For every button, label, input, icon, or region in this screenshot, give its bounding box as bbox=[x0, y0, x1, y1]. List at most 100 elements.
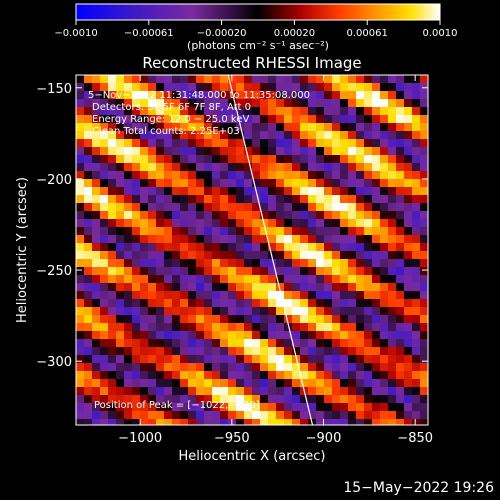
heatmap-cell bbox=[340, 347, 349, 356]
heatmap-cell bbox=[316, 235, 325, 244]
heatmap-cell bbox=[404, 115, 413, 124]
heatmap-cell bbox=[116, 83, 125, 92]
heatmap-cell bbox=[348, 195, 357, 204]
heatmap-cell bbox=[228, 235, 237, 244]
heatmap-cell bbox=[156, 299, 165, 308]
heatmap-cell bbox=[220, 227, 229, 236]
heatmap-cell bbox=[348, 379, 357, 388]
heatmap-cell bbox=[156, 115, 165, 124]
heatmap-cell bbox=[172, 179, 181, 188]
heatmap-cell bbox=[204, 163, 213, 172]
heatmap-cell bbox=[340, 251, 349, 260]
heatmap-cell bbox=[420, 387, 428, 396]
heatmap-cell bbox=[212, 363, 221, 372]
heatmap-cell bbox=[380, 363, 389, 372]
heatmap-cell bbox=[132, 155, 141, 164]
heatmap-cell bbox=[116, 203, 125, 212]
heatmap-cell bbox=[124, 203, 133, 212]
heatmap-cell bbox=[196, 155, 205, 164]
heatmap-cell bbox=[204, 379, 213, 388]
heatmap-cell bbox=[348, 283, 357, 292]
colorbar-tick-label: −0.0010 bbox=[54, 28, 97, 39]
heatmap-cell bbox=[148, 291, 157, 300]
heatmap-cell bbox=[356, 387, 365, 396]
heatmap-cell bbox=[348, 219, 357, 228]
heatmap-cell bbox=[412, 179, 421, 188]
heatmap-cell bbox=[212, 331, 221, 340]
heatmap-cell bbox=[260, 315, 269, 324]
heatmap-cell bbox=[292, 91, 301, 100]
heatmap-cell bbox=[364, 131, 373, 140]
heatmap-cell bbox=[156, 395, 165, 404]
heatmap-cell bbox=[164, 347, 173, 356]
heatmap-cell bbox=[284, 323, 293, 332]
heatmap-cell bbox=[388, 235, 397, 244]
heatmap-cell bbox=[396, 139, 405, 148]
heatmap-cell bbox=[188, 243, 197, 252]
heatmap-cell bbox=[252, 235, 261, 244]
heatmap-cell bbox=[420, 315, 428, 324]
heatmap-cell bbox=[76, 139, 85, 148]
heatmap-cell bbox=[148, 363, 157, 372]
heatmap-cell bbox=[388, 379, 397, 388]
heatmap-cell bbox=[356, 331, 365, 340]
heatmap-cell bbox=[276, 411, 285, 420]
heatmap-cell bbox=[268, 363, 277, 372]
x-tick-label: −950 bbox=[214, 431, 250, 446]
heatmap-cell bbox=[148, 131, 157, 140]
heatmap-cell bbox=[220, 419, 229, 425]
heatmap-cell bbox=[268, 195, 277, 204]
heatmap-cell bbox=[164, 163, 173, 172]
heatmap-cell bbox=[324, 347, 333, 356]
heatmap-cell bbox=[420, 259, 428, 268]
heatmap-cell bbox=[180, 139, 189, 148]
heatmap-cell bbox=[116, 347, 125, 356]
heatmap-cell bbox=[348, 131, 357, 140]
heatmap-cell bbox=[180, 411, 189, 420]
heatmap-cell bbox=[92, 107, 101, 116]
heatmap-cell bbox=[116, 155, 125, 164]
heatmap-cell bbox=[212, 267, 221, 276]
heatmap-cell bbox=[292, 107, 301, 116]
heatmap-cell bbox=[340, 331, 349, 340]
heatmap-cell bbox=[396, 411, 405, 420]
heatmap-cell bbox=[140, 115, 149, 124]
heatmap-cell bbox=[196, 115, 205, 124]
heatmap-cell bbox=[140, 211, 149, 220]
heatmap-cell bbox=[380, 371, 389, 380]
heatmap-cell bbox=[116, 115, 125, 124]
heatmap-cell bbox=[92, 187, 101, 196]
heatmap-cell bbox=[164, 139, 173, 148]
heatmap-cell bbox=[324, 227, 333, 236]
heatmap-cell bbox=[196, 187, 205, 196]
heatmap-cell bbox=[380, 171, 389, 180]
heatmap-cell bbox=[84, 123, 93, 132]
heatmap-cell bbox=[284, 395, 293, 404]
heatmap-cell bbox=[260, 163, 269, 172]
heatmap-cell bbox=[268, 235, 277, 244]
heatmap-cell bbox=[148, 267, 157, 276]
heatmap-cell bbox=[380, 195, 389, 204]
heatmap-cell bbox=[308, 299, 317, 308]
heatmap-cell bbox=[372, 251, 381, 260]
heatmap-cell bbox=[172, 131, 181, 140]
heatmap-cell bbox=[316, 171, 325, 180]
y-tick-label: −150 bbox=[36, 82, 72, 97]
heatmap-cell bbox=[220, 195, 229, 204]
heatmap-cell bbox=[308, 283, 317, 292]
heatmap-cell bbox=[292, 363, 301, 372]
heatmap-cell bbox=[76, 235, 85, 244]
heatmap-cell bbox=[132, 411, 141, 420]
heatmap-cell bbox=[252, 339, 261, 348]
heatmap-cell bbox=[292, 171, 301, 180]
heatmap-cell bbox=[196, 363, 205, 372]
heatmap-cell bbox=[140, 123, 149, 132]
heatmap-cell bbox=[340, 91, 349, 100]
heatmap-cell bbox=[332, 107, 341, 116]
heatmap-cell bbox=[412, 307, 421, 316]
heatmap-cell bbox=[124, 411, 133, 420]
heatmap-cell bbox=[292, 275, 301, 284]
heatmap-cell bbox=[164, 107, 173, 116]
heatmap-cell bbox=[340, 75, 349, 84]
heatmap-cell bbox=[356, 227, 365, 236]
